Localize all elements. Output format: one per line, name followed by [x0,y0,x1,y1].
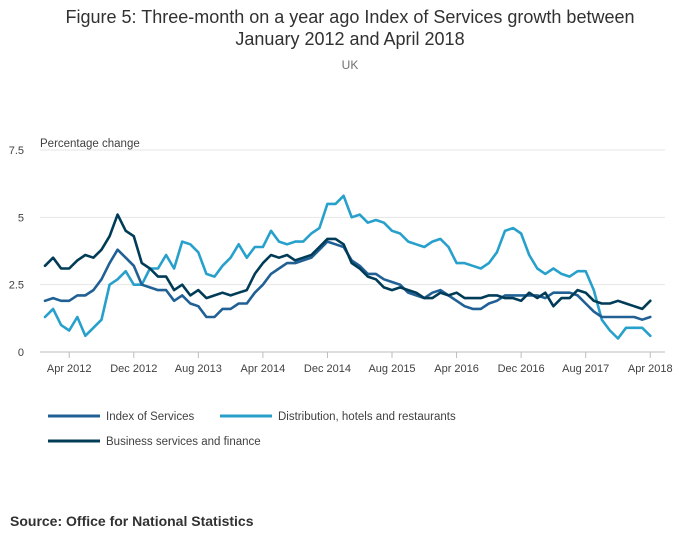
x-tick-label: Dec 2014 [304,363,351,375]
y-axis-label: Percentage change [40,138,140,150]
legend: Index of Services Distribution, hotels an… [48,411,456,448]
x-axis-ticks: Apr 2012 Dec 2012 Aug 2013 Apr 2014 Dec 2014… [47,352,673,375]
y-tick-label: 7.5 [9,145,24,157]
series-line-distribution-hotels-and-restaurants [43,194,652,340]
legend-label-distribution-hotels-and-restaurants: Distribution, hotels and restaurants [278,411,456,423]
gridlines [40,149,665,353]
y-axis-ticks: 0 2.5 5 7.5 [9,145,24,359]
x-tick-label: Apr 2012 [47,363,92,375]
x-tick-label: Apr 2016 [434,363,479,375]
y-tick-label: 2.5 [9,280,24,292]
series-line-business-services-and-finance [43,213,652,311]
x-tick-label: Apr 2018 [628,363,673,375]
y-tick-label: 0 [18,347,24,359]
x-tick-label: Apr 2014 [241,363,286,375]
x-tick-label: Dec 2016 [498,363,545,375]
source-note: Source: Office for National Statistics [10,513,254,529]
legend-label-index-of-services: Index of Services [106,411,194,423]
x-tick-label: Aug 2015 [368,363,415,375]
x-tick-label: Aug 2017 [562,363,609,375]
series-lines [43,194,652,340]
chart-subtitle: UK [341,58,359,72]
legend-label-business-services-and-finance: Business services and finance [106,436,261,448]
x-tick-label: Aug 2013 [175,363,222,375]
chart-title-line-1: Figure 5: Three-month on a year ago Inde… [65,7,635,27]
chart-title: Figure 5: Three-month on a year ago Inde… [0,6,700,50]
chart-title-line-2: January 2012 and April 2018 [235,29,465,49]
y-tick-label: 5 [18,212,24,224]
x-tick-label: Dec 2012 [110,363,157,375]
